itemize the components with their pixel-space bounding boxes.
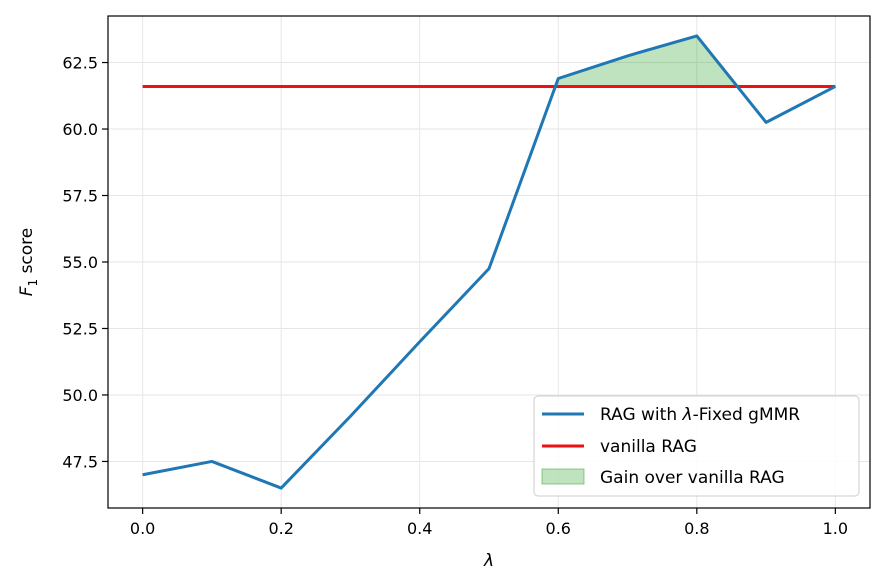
legend-label-series: RAG with λ-Fixed gMMR [600,405,800,425]
x-tick-label: 0.0 [130,519,155,538]
series-lines [142,34,837,490]
legend-box [533,395,860,497]
x-tick-label: 0.4 [407,519,432,538]
axis-ticks: 0.0 0.2 0.4 0.6 0.8 1.0 47.5 50.0 52.5 55.0 57.5 60… [62,54,848,538]
y-tick-label: 50.0 [62,386,98,405]
y-axis-label: F1 score [17,228,40,297]
legend-label-fill: Gain over vanilla RAG [600,468,785,488]
y-axis-label-rest: score [17,228,37,279]
gain-fill-region [554,35,739,87]
y-tick-label: 52.5 [62,319,98,338]
x-tick-label: 1.0 [823,519,848,538]
y-tick-label: 55.0 [62,253,98,272]
grid-lines [108,16,870,508]
y-tick-label: 47.5 [62,452,98,471]
series-line [142,34,837,490]
legend-label-baseline: vanilla RAG [600,437,697,457]
legend: RAG with λ-Fixed gMMR vanilla RAG Gain o… [533,395,860,497]
y-tick-label: 60.0 [62,120,98,139]
y-tick-label: 57.5 [62,187,98,206]
x-tick-label: 0.6 [546,519,571,538]
x-axis-label: λ [483,551,494,571]
y-axis-label-sub: 1 [26,279,40,287]
gain-fill-area [554,35,739,87]
x-tick-label: 0.2 [268,519,293,538]
legend-swatch-fill [541,468,585,485]
y-axis-label-main: F [17,286,37,296]
x-tick-label: 0.8 [684,519,709,538]
y-tick-label: 62.5 [62,54,98,73]
